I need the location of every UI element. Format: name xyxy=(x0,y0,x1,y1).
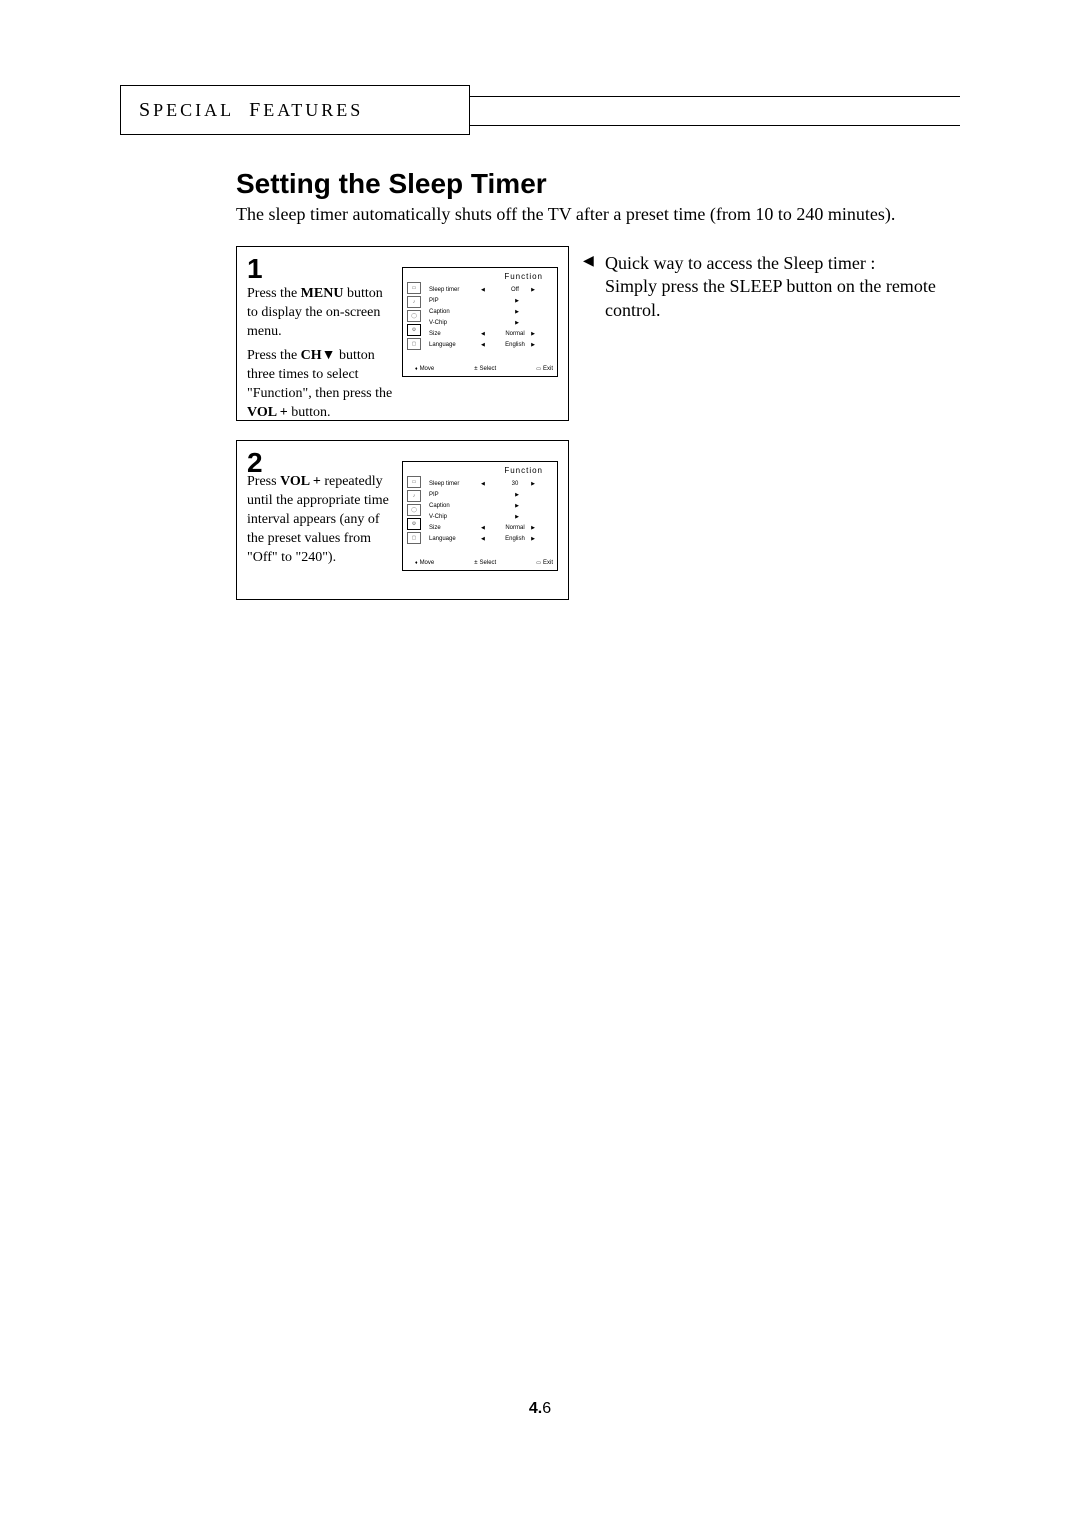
osd-menu-row: PIP xyxy=(429,489,553,500)
section-header: SPECIAL FEATURES xyxy=(120,85,470,135)
osd-row-label: Sleep timer xyxy=(429,481,477,487)
tip-line2: Simply press the SLEEP button on the rem… xyxy=(605,276,936,319)
osd-footer-move: Move xyxy=(415,366,434,372)
osd-icon-column: ▭ ♪ ◯ ⚙ ▢ xyxy=(407,282,423,352)
osd-icon-column: ▭ ♪ ◯ ⚙ ▢ xyxy=(407,476,423,546)
osd-row-label: PIP xyxy=(429,492,477,498)
osd-row-value xyxy=(477,514,553,520)
tip-line1: Quick way to access the Sleep timer : xyxy=(605,253,875,273)
osd-screenshot-2: Function ▭ ♪ ◯ ⚙ ▢ Sleep timer30PIPCapti… xyxy=(402,461,558,571)
osd-row-value: Normal xyxy=(477,525,553,531)
osd-row-label: PIP xyxy=(429,298,477,304)
osd-row-value xyxy=(477,503,553,509)
page-title: Setting the Sleep Timer xyxy=(236,168,547,200)
osd-row-value: English xyxy=(477,342,553,348)
osd-row-label: Size xyxy=(429,331,477,337)
osd-menu-row: Caption xyxy=(429,306,553,317)
osd-row-value: 30 xyxy=(477,481,553,487)
osd-menu-row: SizeNormal xyxy=(429,328,553,339)
osd-row-label: Language xyxy=(429,536,477,542)
step-2-text-a: Press VOL + repeatedly until the appropr… xyxy=(247,473,397,567)
section-label: SPECIAL FEATURES xyxy=(139,99,363,122)
osd-row-value xyxy=(477,309,553,315)
osd-tab-icon: ⚙ xyxy=(407,518,421,530)
osd-menu-row: SizeNormal xyxy=(429,522,553,533)
osd-footer-select: Select xyxy=(474,560,496,566)
osd-tab-icon: ♪ xyxy=(407,296,421,308)
step-2-box: 2 Press VOL + repeatedly until the appro… xyxy=(236,440,569,600)
step-1-text-a: Press the MENU button to display the on-… xyxy=(247,285,397,342)
osd-screenshot-1: Function ▭ ♪ ◯ ⚙ ▢ Sleep timerOffPIPCapt… xyxy=(402,267,558,377)
osd-tab-icon: ▭ xyxy=(407,282,421,294)
osd-row-label: Caption xyxy=(429,503,477,509)
osd-menu-row: Sleep timer30 xyxy=(429,478,553,489)
osd-row-value xyxy=(477,492,553,498)
osd-menu-row: LanguageEnglish xyxy=(429,339,553,350)
osd-menu-row: LanguageEnglish xyxy=(429,533,553,544)
osd-menu-row: Caption xyxy=(429,500,553,511)
section-word1-rest: PECIAL xyxy=(153,100,234,120)
osd-row-value: Normal xyxy=(477,331,553,337)
osd-row-label: Size xyxy=(429,525,477,531)
page-number: 4.6 xyxy=(0,1400,1080,1418)
osd-menu-row: Sleep timerOff xyxy=(429,284,553,295)
osd-footer: Move Select Exit xyxy=(415,366,553,372)
osd-title: Function xyxy=(504,466,543,475)
osd-menu-list: Sleep timerOffPIPCaptionV-ChipSizeNormal… xyxy=(429,284,553,350)
tip-arrow-icon: ◀ xyxy=(583,253,594,271)
osd-row-label: V-Chip xyxy=(429,514,477,520)
osd-tab-icon: ◯ xyxy=(407,504,421,516)
osd-title: Function xyxy=(504,272,543,281)
section-word2-rest: EATURES xyxy=(263,100,363,120)
step-1-number: 1 xyxy=(247,253,263,285)
osd-menu-row: PIP xyxy=(429,295,553,306)
osd-footer: Move Select Exit xyxy=(415,560,553,566)
osd-tab-icon: ▭ xyxy=(407,476,421,488)
step-1-box: 1 Press the MENU button to display the o… xyxy=(236,246,569,421)
osd-footer-exit: Exit xyxy=(536,560,553,566)
osd-row-label: Caption xyxy=(429,309,477,315)
osd-row-value xyxy=(477,320,553,326)
osd-footer-select: Select xyxy=(474,366,496,372)
osd-menu-row: V-Chip xyxy=(429,511,553,522)
section-word2-cap: F xyxy=(249,99,263,121)
section-word1-cap: S xyxy=(139,99,153,121)
page-intro: The sleep timer automatically shuts off … xyxy=(236,204,895,225)
osd-row-label: Sleep timer xyxy=(429,287,477,293)
osd-row-value: Off xyxy=(477,287,553,293)
osd-tab-icon: ◯ xyxy=(407,310,421,322)
osd-row-value: English xyxy=(477,536,553,542)
osd-tab-icon: ⚙ xyxy=(407,324,421,336)
osd-tab-icon: ▢ xyxy=(407,338,421,350)
osd-row-value xyxy=(477,298,553,304)
osd-menu-list: Sleep timer30PIPCaptionV-ChipSizeNormalL… xyxy=(429,478,553,544)
osd-footer-move: Move xyxy=(415,560,434,566)
osd-menu-row: V-Chip xyxy=(429,317,553,328)
osd-row-label: Language xyxy=(429,342,477,348)
quick-tip: ◀ Quick way to access the Sleep timer : … xyxy=(605,252,950,322)
osd-tab-icon: ♪ xyxy=(407,490,421,502)
osd-row-label: V-Chip xyxy=(429,320,477,326)
osd-footer-exit: Exit xyxy=(536,366,553,372)
step-1-text-b: Press the CH▼ button three times to sele… xyxy=(247,347,397,423)
osd-tab-icon: ▢ xyxy=(407,532,421,544)
